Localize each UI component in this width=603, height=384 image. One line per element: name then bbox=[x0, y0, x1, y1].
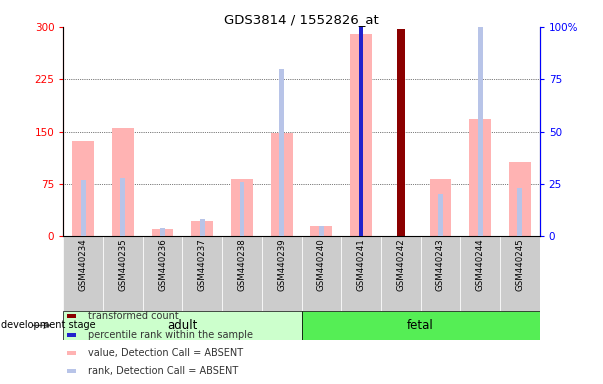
Text: GSM440243: GSM440243 bbox=[436, 238, 445, 291]
Bar bbox=[478, 27, 482, 236]
Text: GSM440240: GSM440240 bbox=[317, 238, 326, 291]
Bar bbox=[151, 229, 174, 236]
Bar bbox=[319, 226, 324, 236]
Text: GSM440237: GSM440237 bbox=[198, 238, 207, 291]
Bar bbox=[279, 69, 284, 236]
Bar bbox=[302, 311, 540, 340]
Bar bbox=[429, 179, 452, 236]
Bar bbox=[191, 221, 213, 236]
Bar bbox=[231, 179, 253, 236]
Text: GSM440238: GSM440238 bbox=[238, 238, 247, 291]
Bar bbox=[341, 236, 381, 311]
Bar bbox=[67, 351, 76, 355]
Text: GSM440245: GSM440245 bbox=[516, 238, 525, 291]
Bar bbox=[469, 119, 491, 236]
Text: GSM440241: GSM440241 bbox=[356, 238, 365, 291]
Text: value, Detection Call = ABSENT: value, Detection Call = ABSENT bbox=[88, 348, 244, 358]
Bar bbox=[67, 314, 76, 318]
Text: rank, Detection Call = ABSENT: rank, Detection Call = ABSENT bbox=[88, 366, 239, 376]
Text: GSM440239: GSM440239 bbox=[277, 238, 286, 291]
Bar bbox=[397, 29, 405, 236]
Bar bbox=[67, 369, 76, 373]
Bar bbox=[509, 162, 531, 236]
Bar bbox=[200, 219, 204, 236]
Text: GSM440242: GSM440242 bbox=[396, 238, 405, 291]
Bar bbox=[182, 236, 222, 311]
Bar bbox=[239, 182, 244, 236]
Bar bbox=[262, 236, 302, 311]
Title: GDS3814 / 1552826_at: GDS3814 / 1552826_at bbox=[224, 13, 379, 26]
Bar bbox=[381, 236, 421, 311]
Text: GSM440244: GSM440244 bbox=[476, 238, 485, 291]
Bar bbox=[302, 236, 341, 311]
Bar bbox=[500, 236, 540, 311]
Bar bbox=[81, 180, 86, 236]
Bar bbox=[72, 141, 94, 236]
Bar bbox=[67, 333, 76, 336]
Text: GSM440234: GSM440234 bbox=[78, 238, 87, 291]
Bar bbox=[63, 311, 302, 340]
Text: transformed count: transformed count bbox=[88, 311, 179, 321]
Bar bbox=[359, 0, 364, 236]
Bar bbox=[112, 128, 134, 236]
Bar bbox=[143, 236, 183, 311]
Bar bbox=[103, 236, 143, 311]
Bar bbox=[63, 236, 103, 311]
Bar bbox=[350, 34, 372, 236]
Bar bbox=[421, 236, 460, 311]
Bar bbox=[160, 228, 165, 236]
Bar bbox=[271, 133, 292, 236]
Text: GSM440235: GSM440235 bbox=[118, 238, 127, 291]
Text: development stage: development stage bbox=[1, 320, 96, 331]
Bar bbox=[517, 188, 522, 236]
Text: percentile rank within the sample: percentile rank within the sample bbox=[88, 329, 253, 339]
Bar bbox=[438, 194, 443, 236]
Text: fetal: fetal bbox=[407, 319, 434, 332]
Bar bbox=[121, 177, 125, 236]
Text: adult: adult bbox=[167, 319, 198, 332]
Text: GSM440236: GSM440236 bbox=[158, 238, 167, 291]
Bar bbox=[222, 236, 262, 311]
Bar bbox=[311, 226, 332, 236]
Bar bbox=[460, 236, 500, 311]
